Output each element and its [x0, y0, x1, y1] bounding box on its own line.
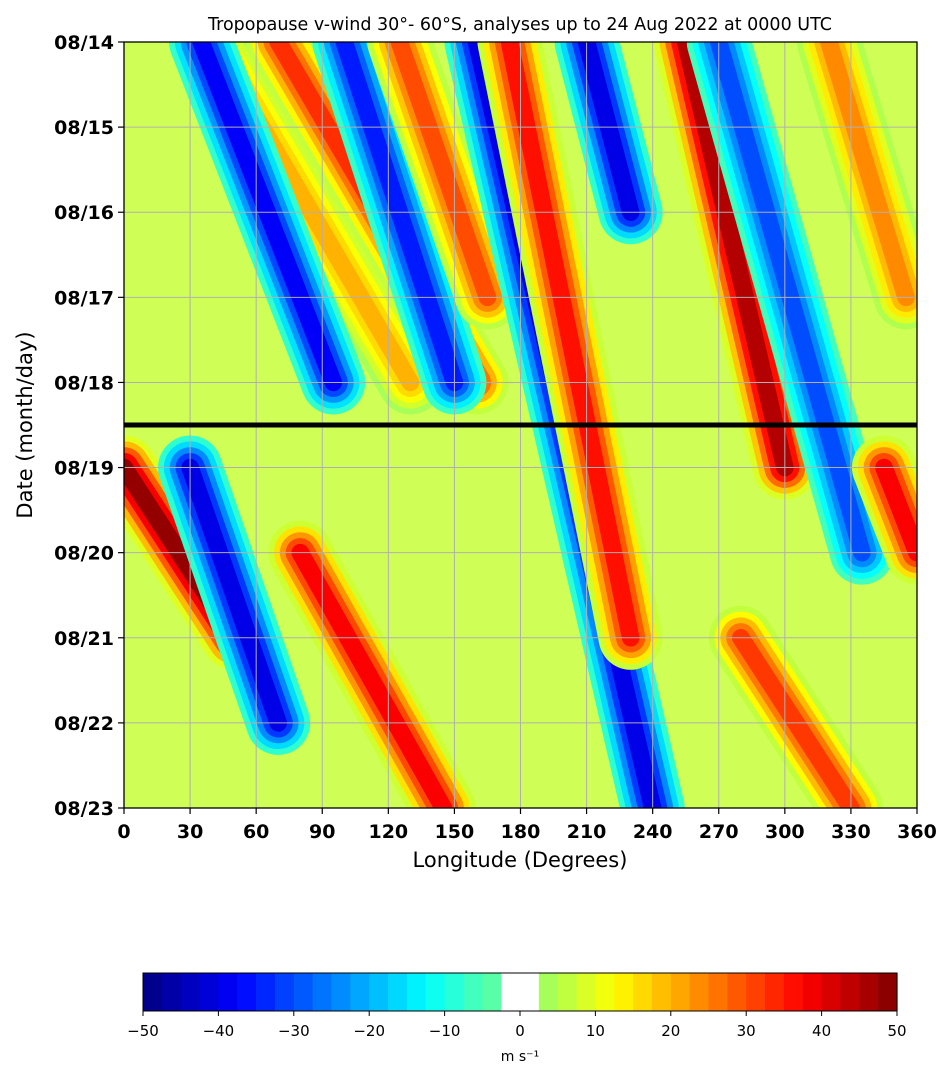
colorbar-cell [218, 973, 238, 1011]
colorbar-cell [199, 973, 219, 1011]
colorbar-cell [350, 973, 370, 1011]
wave-contour [676, 42, 794, 477]
x-tick-label: 300 [765, 821, 805, 843]
colorbar-tick-label: −50 [127, 1022, 159, 1040]
x-tick-label: 150 [435, 821, 475, 843]
y-axis-label: Date (month/day) [13, 331, 37, 518]
y-axis-ticks: 08/14 08/15 08/16 08/17 08/18 08/19 08/20 08/21… [54, 32, 124, 820]
colorbar-cell [651, 973, 672, 1011]
colorbar-cells [143, 973, 898, 1011]
colorbar-cell [821, 973, 842, 1011]
positive-wave-band [268, 520, 476, 808]
positive-wave-band [477, 42, 663, 670]
x-axis-label: Longitude (Degrees) [413, 848, 628, 872]
x-tick-label: 210 [567, 821, 607, 843]
x-axis-ticks: 0 30 60 90 120 150 180 210 240 270 300 330 360 [117, 808, 937, 843]
positive-wave-band [367, 42, 520, 330]
colorbar-ticks: −50 −40 −30 −20 −10 0 10 20 30 40 50 [127, 1011, 907, 1040]
x-tick-label: 90 [309, 821, 335, 843]
colorbar-tick-label: 20 [661, 1022, 680, 1040]
y-tick-label: 08/19 [54, 458, 114, 480]
colorbar-tick-label: 0 [515, 1022, 525, 1040]
colorbar-cell [727, 973, 747, 1011]
colorbar-cell [859, 973, 879, 1011]
x-tick-label: 270 [699, 821, 739, 843]
wave-contour [820, 42, 915, 307]
colorbar-tick-label: −40 [203, 1022, 235, 1040]
colorbar-cell [482, 973, 502, 1011]
plot-area: 0 30 60 90 120 150 180 210 240 270 300 330 360 08/14… [54, 32, 937, 843]
wave-contour [390, 42, 497, 307]
colorbar-cell [256, 973, 276, 1011]
colorbar-cell [444, 973, 465, 1011]
y-tick-label: 08/16 [54, 202, 114, 224]
x-tick-label: 330 [831, 821, 871, 843]
positive-wave-band [851, 435, 917, 585]
colorbar-cell [802, 973, 823, 1011]
colorbar-cell [840, 973, 860, 1011]
wave-contour [875, 458, 917, 562]
colorbar-cell [595, 973, 615, 1011]
positive-wave-band [653, 42, 817, 500]
colorbar-cell [161, 973, 182, 1011]
colorbar-cell [237, 973, 257, 1011]
x-tick-label: 180 [501, 821, 541, 843]
colorbar-cell [501, 973, 521, 1011]
colorbar-cell [614, 973, 634, 1011]
colorbar-cell [878, 973, 898, 1011]
colorbar-tick-label: 40 [812, 1022, 831, 1040]
colorbar-cell [576, 973, 596, 1011]
negative-wave-band [158, 435, 311, 755]
colorbar-cell [538, 973, 559, 1011]
colorbar-label: m s⁻¹ [501, 1049, 539, 1065]
colorbar-cell [765, 973, 785, 1011]
colorbar-cell [746, 973, 766, 1011]
colorbar-cell [331, 973, 351, 1011]
positive-wave-band [796, 42, 917, 330]
x-tick-label: 120 [368, 821, 408, 843]
wave-contour [181, 458, 287, 732]
x-tick-label: 60 [243, 821, 269, 843]
x-tick-label: 360 [897, 821, 937, 843]
y-tick-label: 08/23 [54, 798, 114, 820]
colorbar-tick-label: −30 [278, 1022, 310, 1040]
y-tick-label: 08/22 [54, 713, 114, 735]
colorbar-cell [633, 973, 653, 1011]
wave-contour [291, 543, 453, 808]
colorbar-cell [783, 973, 804, 1011]
y-tick-label: 08/20 [54, 543, 114, 565]
y-tick-label: 08/14 [54, 32, 114, 54]
colorbar-tick-label: −10 [429, 1022, 461, 1040]
colorbar-cell [180, 973, 201, 1011]
colorbar-cell [557, 973, 578, 1011]
chart-title: Tropopause v-wind 30°- 60°S, analyses up… [207, 15, 832, 35]
colorbar-cell [670, 973, 691, 1011]
colorbar-cell [312, 973, 333, 1011]
colorbar-cell [369, 973, 389, 1011]
colorbar-tick-label: 10 [586, 1022, 605, 1040]
x-tick-label: 240 [633, 821, 673, 843]
x-tick-label: 0 [117, 821, 130, 843]
y-tick-label: 08/18 [54, 372, 114, 394]
x-tick-label: 30 [177, 821, 203, 843]
colorbar: −50 −40 −30 −20 −10 0 10 20 30 40 50 m s⁻¹ [127, 972, 907, 1065]
y-tick-label: 08/21 [54, 628, 114, 650]
colorbar-cell [293, 973, 314, 1011]
colorbar-cell [406, 973, 427, 1011]
colorbar-tick-label: −20 [353, 1022, 385, 1040]
colorbar-cell [274, 973, 295, 1011]
colorbar-cell [708, 973, 728, 1011]
colorbar-cell [520, 973, 540, 1011]
wave-contour [500, 42, 640, 647]
colorbar-cell [463, 973, 483, 1011]
colorbar-cell [388, 973, 408, 1011]
colorbar-tick-label: 50 [887, 1022, 906, 1040]
colorbar-tick-label: 30 [737, 1022, 756, 1040]
colorbar-cell [143, 973, 163, 1011]
y-tick-label: 08/17 [54, 287, 114, 309]
y-tick-label: 08/15 [54, 117, 114, 139]
colorbar-cell [689, 973, 710, 1011]
colorbar-cell [425, 973, 446, 1011]
